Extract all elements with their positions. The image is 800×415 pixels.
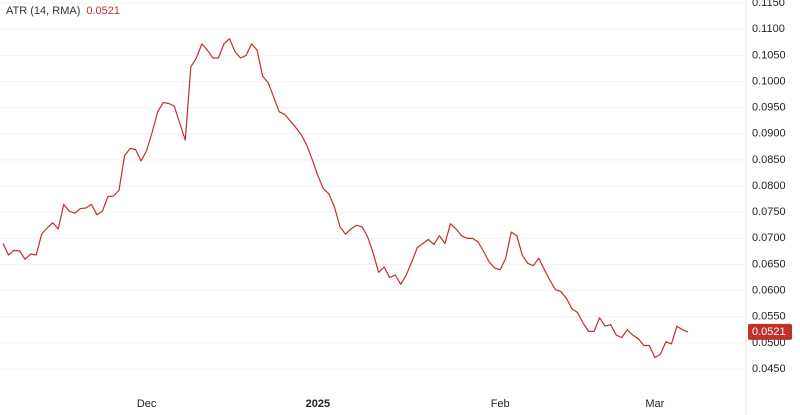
x-tick-label: Dec — [137, 398, 157, 410]
x-tick-label: 2025 — [306, 398, 330, 410]
y-tick-label: 0.1100 — [752, 23, 785, 35]
data-line — [2, 38, 689, 359]
x-tick-label: Mar — [645, 398, 664, 410]
y-tick-label: 0.0450 — [752, 363, 786, 375]
last-value-label: 0.0521 — [752, 326, 786, 338]
last-value-badge — [748, 323, 792, 340]
y-tick-label: 0.0550 — [752, 311, 786, 323]
x-tick-label: Feb — [491, 398, 510, 410]
y-tick-label: 0.1000 — [752, 75, 786, 87]
y-tick-label: 0.1150 — [752, 0, 785, 9]
y-tick-label: 0.0800 — [752, 180, 786, 192]
y-tick-label: 0.0900 — [752, 128, 786, 140]
y-tick-label: 0.0700 — [752, 232, 786, 244]
legend-title: ATR (14, RMA) — [6, 5, 80, 17]
y-tick-label: 0.0850 — [752, 154, 786, 166]
y-tick-label: 0.0650 — [752, 258, 786, 270]
legend-value: 0.0521 — [86, 5, 120, 17]
y-tick-label: 0.0750 — [752, 206, 786, 218]
legend: ATR (14, RMA) 0.0521 — [6, 5, 120, 17]
y-tick-label: 0.1050 — [752, 49, 786, 61]
y-tick-label: 0.0950 — [752, 102, 786, 114]
y-tick-label: 0.0600 — [752, 285, 786, 297]
